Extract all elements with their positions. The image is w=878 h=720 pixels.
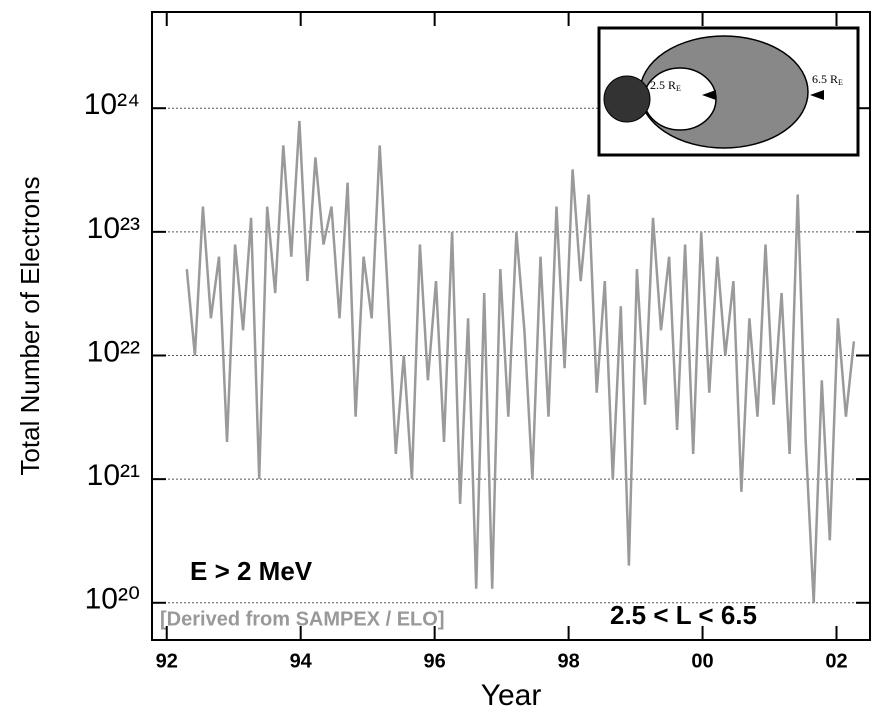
inset-label: 2.5 RE xyxy=(650,78,681,93)
series-line xyxy=(185,120,856,603)
x-tick-label: 00 xyxy=(691,650,713,672)
inset-label: 6.5 RE xyxy=(812,72,843,87)
x-axis-label: Year xyxy=(481,679,542,712)
arrow xyxy=(810,90,824,100)
inset: 2.5 RE 6.5 RE xyxy=(597,26,860,157)
annotation: E > 2 MeV xyxy=(190,556,313,586)
x-tick-label: 02 xyxy=(825,650,847,672)
y-tick-label: 10²² xyxy=(87,335,140,368)
annotation: 2.5 < L < 6.5 xyxy=(610,600,757,630)
x-tick-label: 94 xyxy=(290,650,313,672)
y-tick-label: 10²⁴ xyxy=(84,88,140,121)
y-tick-label: 10²³ xyxy=(87,212,140,245)
y-axis-label: Total Number of Electrons xyxy=(15,176,45,475)
arrow xyxy=(702,90,716,100)
plot-frame xyxy=(151,11,871,641)
x-tick-label: 92 xyxy=(156,650,178,672)
y-tick-label: 10²¹ xyxy=(87,459,140,492)
x-tick-label: 96 xyxy=(424,650,446,672)
x-tick-label: 98 xyxy=(557,650,579,672)
earth xyxy=(603,75,651,123)
annotation: [Derived from SAMPEX / ELO] xyxy=(160,608,445,630)
y-tick-label: 10²⁰ xyxy=(85,583,140,616)
